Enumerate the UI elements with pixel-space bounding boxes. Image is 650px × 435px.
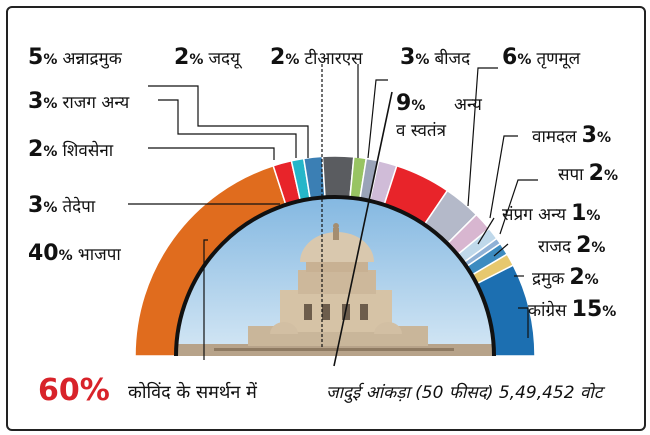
label-congress: कांग्रेस 15% <box>528 297 616 322</box>
label-trs: 2% टीआरएस <box>270 45 363 70</box>
semicircle-chart: 5% अन्नाद्रमुक 3% राजग अन्य 2% शिवसेना 3… <box>28 45 618 408</box>
label-jdu: 2% जदयू <box>174 45 243 70</box>
label-rjd: राजद 2% <box>538 233 605 258</box>
support-percent: 60% <box>38 373 110 408</box>
label-upa-other: संप्रग अन्य 1% <box>502 201 600 226</box>
label-dmk: द्रमुक 2% <box>532 265 599 290</box>
inner-rim <box>174 195 496 357</box>
label-annadmk: 5% अन्नाद्रमुक <box>28 45 123 70</box>
leader-lines <box>128 64 538 360</box>
label-tdp: 3% तेदेपा <box>28 193 96 218</box>
label-bjd: 3% बीजद <box>400 45 471 70</box>
label-shivsena: 2% शिवसेना <box>28 137 114 162</box>
label-others-name: अन्य व स्वतंत्र <box>396 95 483 141</box>
label-sp: सपा 2% <box>558 161 618 186</box>
label-nda-other: 3% राजग अन्य <box>28 89 130 114</box>
support-text: कोविंद के समर्थन में <box>128 381 258 403</box>
chart-frame: 5% अन्नाद्रमुक 3% राजग अन्य 2% शिवसेना 3… <box>6 6 646 431</box>
label-tmc: 6% तृणमूल <box>502 45 581 70</box>
label-bjp: 40% भाजपा <box>28 241 121 266</box>
slice-4 <box>321 155 355 203</box>
label-others-pct: 9% <box>396 91 425 116</box>
magic-number: जादुई आंकड़ा (50 फीसद) 5,49,452 वोट <box>326 382 606 403</box>
majority-line <box>333 91 393 367</box>
label-left: वामदल 3% <box>532 123 611 148</box>
